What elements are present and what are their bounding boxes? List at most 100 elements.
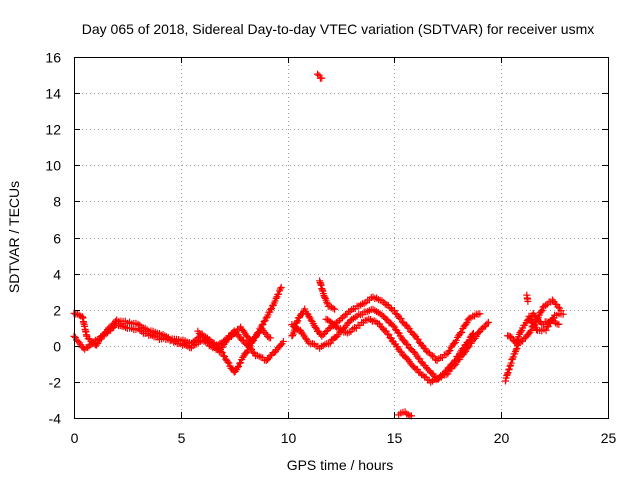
grid-lines bbox=[74, 57, 608, 418]
data-point bbox=[505, 365, 513, 373]
data-point bbox=[311, 323, 319, 331]
data-point bbox=[275, 290, 283, 298]
data-point bbox=[474, 310, 482, 318]
data-point bbox=[525, 312, 533, 320]
data-point bbox=[108, 324, 116, 332]
data-point bbox=[264, 355, 272, 363]
data-point bbox=[239, 327, 247, 335]
data-point bbox=[404, 411, 412, 419]
data-point bbox=[517, 327, 525, 335]
data-point bbox=[462, 320, 470, 328]
data-point bbox=[538, 307, 546, 315]
data-point bbox=[231, 329, 239, 337]
data-point bbox=[249, 348, 257, 356]
chart-title: Day 065 of 2018, Sidereal Day-to-day VTE… bbox=[82, 21, 595, 37]
data-point bbox=[506, 362, 514, 370]
data-point bbox=[275, 287, 283, 295]
data-point bbox=[326, 339, 334, 347]
data-point bbox=[277, 283, 285, 291]
data-point bbox=[511, 348, 519, 356]
y-tick-label: 2 bbox=[53, 303, 61, 319]
x-tick-label: 0 bbox=[71, 430, 79, 446]
data-point bbox=[403, 410, 411, 418]
data-point bbox=[506, 333, 514, 341]
y-tick-label: 4 bbox=[53, 267, 61, 283]
data-point bbox=[427, 351, 435, 359]
data-point bbox=[305, 312, 313, 320]
data-point bbox=[507, 359, 515, 367]
data-point bbox=[476, 310, 484, 318]
data-point bbox=[469, 329, 477, 337]
data-point bbox=[546, 319, 554, 327]
data-point bbox=[221, 339, 229, 347]
data-point bbox=[267, 334, 275, 342]
data-point bbox=[503, 370, 511, 378]
data-point bbox=[276, 285, 284, 293]
y-tick-labels: -4 -2 0 2 4 6 8 10 12 14 16 bbox=[45, 50, 61, 427]
data-point bbox=[526, 328, 534, 336]
x-tick-label: 10 bbox=[281, 430, 297, 446]
data-point bbox=[267, 306, 275, 314]
y-tick-label: 10 bbox=[45, 158, 61, 174]
data-point bbox=[430, 353, 438, 361]
data-point bbox=[390, 307, 398, 315]
data-point bbox=[321, 293, 329, 301]
x-tick-label: 5 bbox=[178, 430, 186, 446]
data-point bbox=[410, 348, 418, 356]
y-tick-label: -2 bbox=[49, 375, 62, 391]
data-point bbox=[397, 315, 405, 323]
x-axis-label: GPS time / hours bbox=[287, 457, 394, 473]
data-point bbox=[334, 318, 342, 326]
data-point bbox=[402, 340, 410, 348]
data-point bbox=[233, 364, 241, 372]
data-point bbox=[530, 321, 538, 329]
data-point bbox=[455, 351, 463, 359]
y-tick-label: 14 bbox=[45, 86, 61, 102]
data-point bbox=[345, 328, 353, 336]
data-point bbox=[102, 330, 110, 338]
data-point bbox=[246, 344, 254, 352]
data-point bbox=[524, 297, 532, 305]
data-point bbox=[293, 318, 301, 326]
data-point bbox=[513, 336, 521, 344]
data-point bbox=[224, 358, 232, 366]
data-point bbox=[279, 337, 287, 345]
y-tick-label: -4 bbox=[49, 411, 62, 427]
data-point bbox=[429, 352, 437, 360]
x-tick-label: 20 bbox=[494, 430, 510, 446]
data-point bbox=[328, 319, 336, 327]
data-point bbox=[314, 70, 322, 78]
data-point bbox=[527, 326, 535, 334]
data-point bbox=[225, 359, 233, 367]
data-point bbox=[277, 341, 285, 349]
data-point bbox=[404, 341, 412, 349]
data-point bbox=[484, 318, 492, 326]
data-point bbox=[559, 310, 567, 318]
data-point bbox=[318, 74, 326, 82]
x-tick-label: 25 bbox=[601, 430, 617, 446]
data-point bbox=[509, 353, 517, 361]
y-axis-label: SDTVAR / TECUs bbox=[6, 181, 22, 293]
data-point bbox=[331, 305, 339, 313]
data-point bbox=[84, 344, 92, 352]
data-point bbox=[239, 354, 247, 362]
data-point bbox=[234, 362, 242, 370]
data-point bbox=[555, 320, 563, 328]
data-point bbox=[501, 377, 509, 385]
data-point bbox=[468, 330, 476, 338]
data-point bbox=[532, 326, 540, 334]
data-point bbox=[410, 331, 418, 339]
data-point bbox=[389, 322, 397, 330]
data-point bbox=[460, 344, 468, 352]
data-point bbox=[450, 357, 458, 365]
data-point bbox=[454, 352, 462, 360]
y-tick-label: 8 bbox=[53, 194, 61, 210]
data-point bbox=[260, 318, 268, 326]
data-point bbox=[537, 308, 545, 316]
data-point bbox=[446, 346, 454, 354]
data-point bbox=[483, 320, 491, 328]
data-point bbox=[465, 336, 473, 344]
data-point bbox=[445, 347, 453, 355]
data-point bbox=[387, 305, 395, 313]
data-point bbox=[383, 330, 391, 338]
